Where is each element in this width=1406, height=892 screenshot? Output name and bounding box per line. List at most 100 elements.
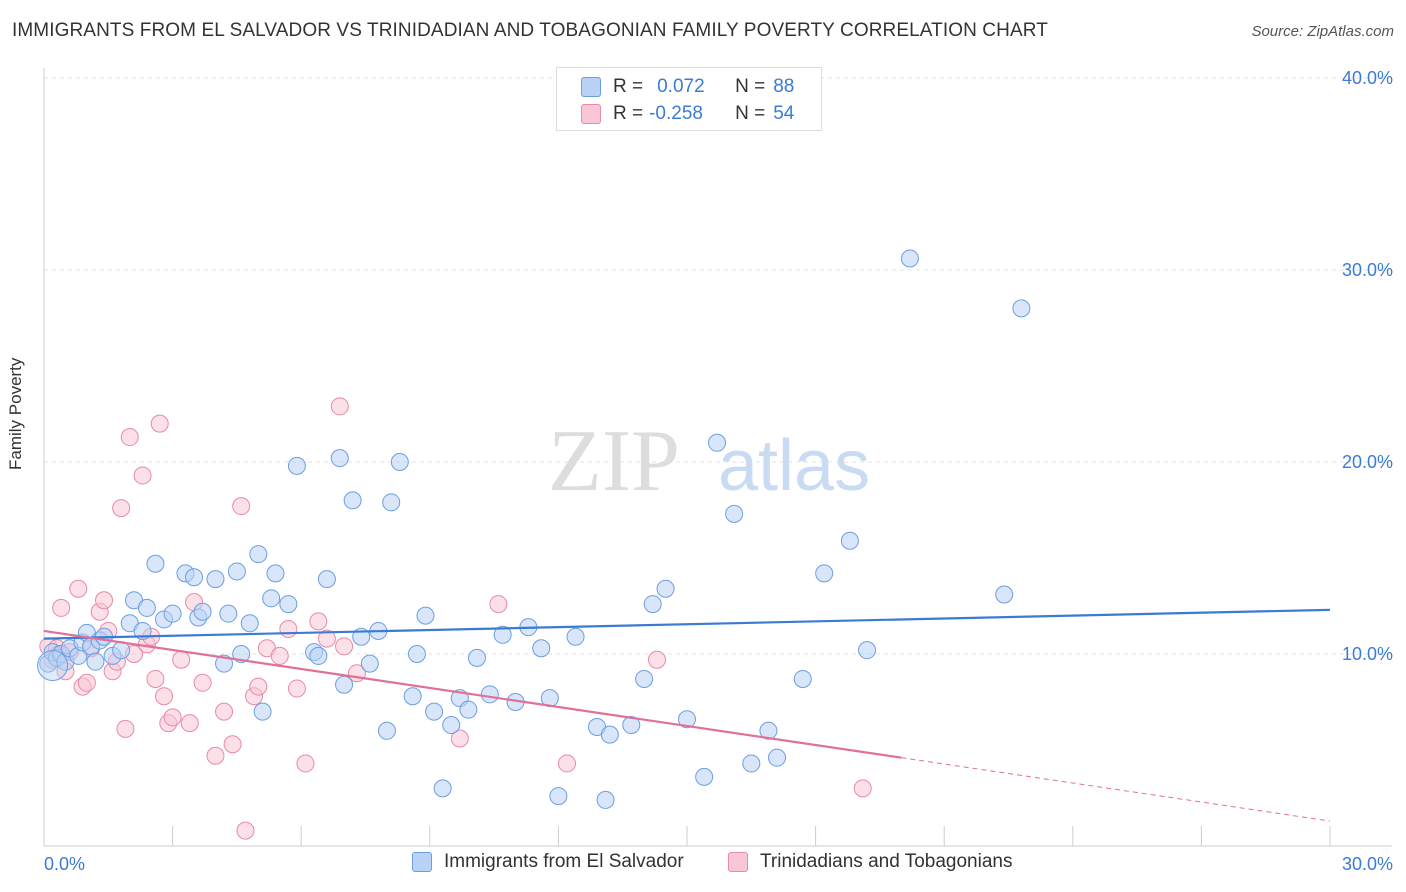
point-el-salvador <box>335 675 354 694</box>
bottom-legend-swatch-pink <box>728 852 748 872</box>
point-el-salvador <box>635 669 654 688</box>
trend-line-trinidadians-extension <box>901 757 1331 822</box>
point-el-salvador <box>266 564 285 583</box>
point-el-salvador <box>815 564 834 583</box>
point-trinidadians <box>279 620 298 639</box>
point-el-salvador <box>768 748 787 767</box>
point-trinidadians <box>557 754 576 773</box>
point-el-salvador <box>622 716 641 735</box>
point-el-salvador <box>678 710 696 729</box>
point-el-salvador <box>566 627 585 646</box>
point-el-salvador <box>403 687 422 706</box>
point-el-salvador <box>279 595 298 614</box>
y-axis-label: Family Poverty <box>6 357 25 470</box>
bottom-legend-trinidadians: Trinidadians and Tobagonians <box>728 851 1012 873</box>
point-el-salvador <box>467 648 486 667</box>
point-el-salvador <box>407 645 426 663</box>
correlation-legend: R = 0.072 N = 88 R = -0.258 N = 54 <box>556 67 822 131</box>
point-trinidadians <box>330 397 349 416</box>
point-el-salvador <box>1012 299 1031 318</box>
legend-r-value: 0.072 <box>657 76 705 97</box>
legend-row-blue: R = 0.072 N = 88 <box>581 76 794 98</box>
x-tick-label: 0.0% <box>44 854 85 874</box>
point-el-salvador <box>600 725 619 744</box>
point-el-salvador <box>549 787 568 806</box>
point-el-salvador <box>793 669 812 688</box>
x-tick-label: 30.0% <box>1342 854 1393 874</box>
point-trinidadians <box>52 598 71 617</box>
point-el-salvador <box>219 604 238 623</box>
point-trinidadians <box>249 677 268 696</box>
point-el-salvador <box>163 604 182 623</box>
y-tick-label: 10.0% <box>1342 644 1393 664</box>
point-trinidadians <box>647 650 666 669</box>
watermark-atlas: atlas <box>718 426 870 506</box>
point-el-salvador <box>377 721 396 740</box>
point-trinidadians <box>77 673 96 692</box>
point-el-salvador <box>695 767 714 786</box>
point-trinidadians <box>232 497 251 516</box>
trend-line-trinidadians <box>43 629 902 759</box>
bottom-legend-label: Trinidadians and Tobagonians <box>760 851 1013 872</box>
point-el-salvador <box>840 531 859 550</box>
point-el-salvador <box>146 554 165 573</box>
point-trinidadians <box>236 821 255 840</box>
point-el-salvador <box>480 685 499 704</box>
point-trinidadians <box>116 719 135 738</box>
point-el-salvador <box>193 602 212 621</box>
point-el-salvador <box>317 570 336 589</box>
point-trinidadians <box>450 729 469 748</box>
legend-r-label: R = <box>613 103 644 124</box>
point-trinidadians <box>155 687 174 706</box>
point-el-salvador <box>185 568 204 587</box>
point-trinidadians <box>112 499 131 518</box>
legend-r-label: R = <box>613 76 644 97</box>
tick-labels: 10.0% 20.0% 30.0% 40.0% 0.0% 30.0% <box>44 68 1393 874</box>
point-el-salvador <box>262 589 281 608</box>
point-el-salvador <box>416 606 435 625</box>
point-trinidadians <box>335 637 354 656</box>
legend-swatch-pink <box>581 104 601 124</box>
chart-title: IMMIGRANTS FROM EL SALVADOR VS TRINIDADI… <box>12 20 1048 41</box>
point-el-salvador <box>309 646 328 665</box>
watermark-zip: ZIP <box>548 413 680 510</box>
legend-n-value: 54 <box>773 103 795 124</box>
series-el-salvador-points <box>37 249 1031 809</box>
point-el-salvador <box>86 652 105 671</box>
legend-n-label: N = <box>735 76 766 97</box>
y-tick-label: 20.0% <box>1342 452 1393 472</box>
legend-r-value: -0.258 <box>649 103 703 124</box>
point-trinidadians <box>215 702 234 721</box>
point-el-salvador <box>330 449 349 468</box>
point-el-salvador <box>433 779 452 798</box>
point-el-salvador <box>215 654 234 673</box>
point-el-salvador <box>360 654 379 673</box>
point-trinidadians <box>853 779 872 798</box>
point-el-salvador <box>253 702 272 721</box>
source-label: Source: ZipAtlas.com <box>1251 23 1394 40</box>
point-trinidadians <box>287 679 306 698</box>
point-el-salvador <box>425 702 444 721</box>
axes <box>43 68 1392 847</box>
point-trinidadians <box>309 612 328 631</box>
point-el-salvador <box>227 562 246 581</box>
point-el-salvador <box>459 700 478 719</box>
trend-lines <box>43 608 1331 822</box>
point-el-salvador <box>708 433 727 452</box>
bottom-legend-swatch-blue <box>412 852 432 872</box>
point-el-salvador <box>995 585 1014 604</box>
point-trinidadians <box>95 591 114 610</box>
point-el-salvador <box>900 249 919 268</box>
point-el-salvador <box>532 639 551 658</box>
point-el-salvador <box>137 598 156 617</box>
y-tick-label: 30.0% <box>1342 260 1393 280</box>
legend-n-value: 88 <box>773 76 795 97</box>
point-trinidadians <box>193 673 212 692</box>
point-el-salvador <box>382 493 401 512</box>
point-trinidadians <box>69 579 88 598</box>
point-el-salvador <box>656 579 675 598</box>
point-trinidadians <box>146 669 165 688</box>
point-el-salvador <box>390 453 409 471</box>
grid-lines <box>44 77 1392 655</box>
